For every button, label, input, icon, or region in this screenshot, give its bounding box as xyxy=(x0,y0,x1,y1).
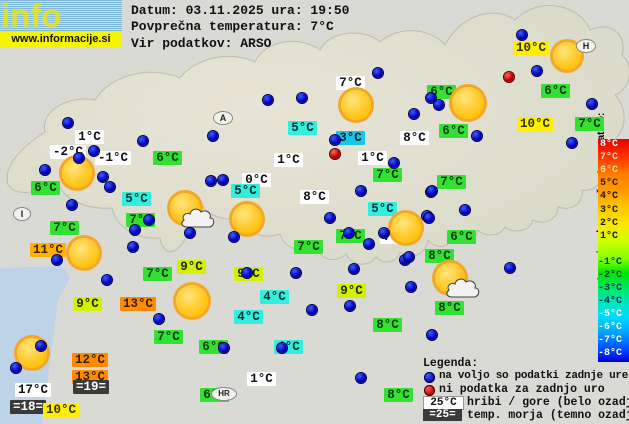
svg-text:info: info xyxy=(1,0,61,32)
